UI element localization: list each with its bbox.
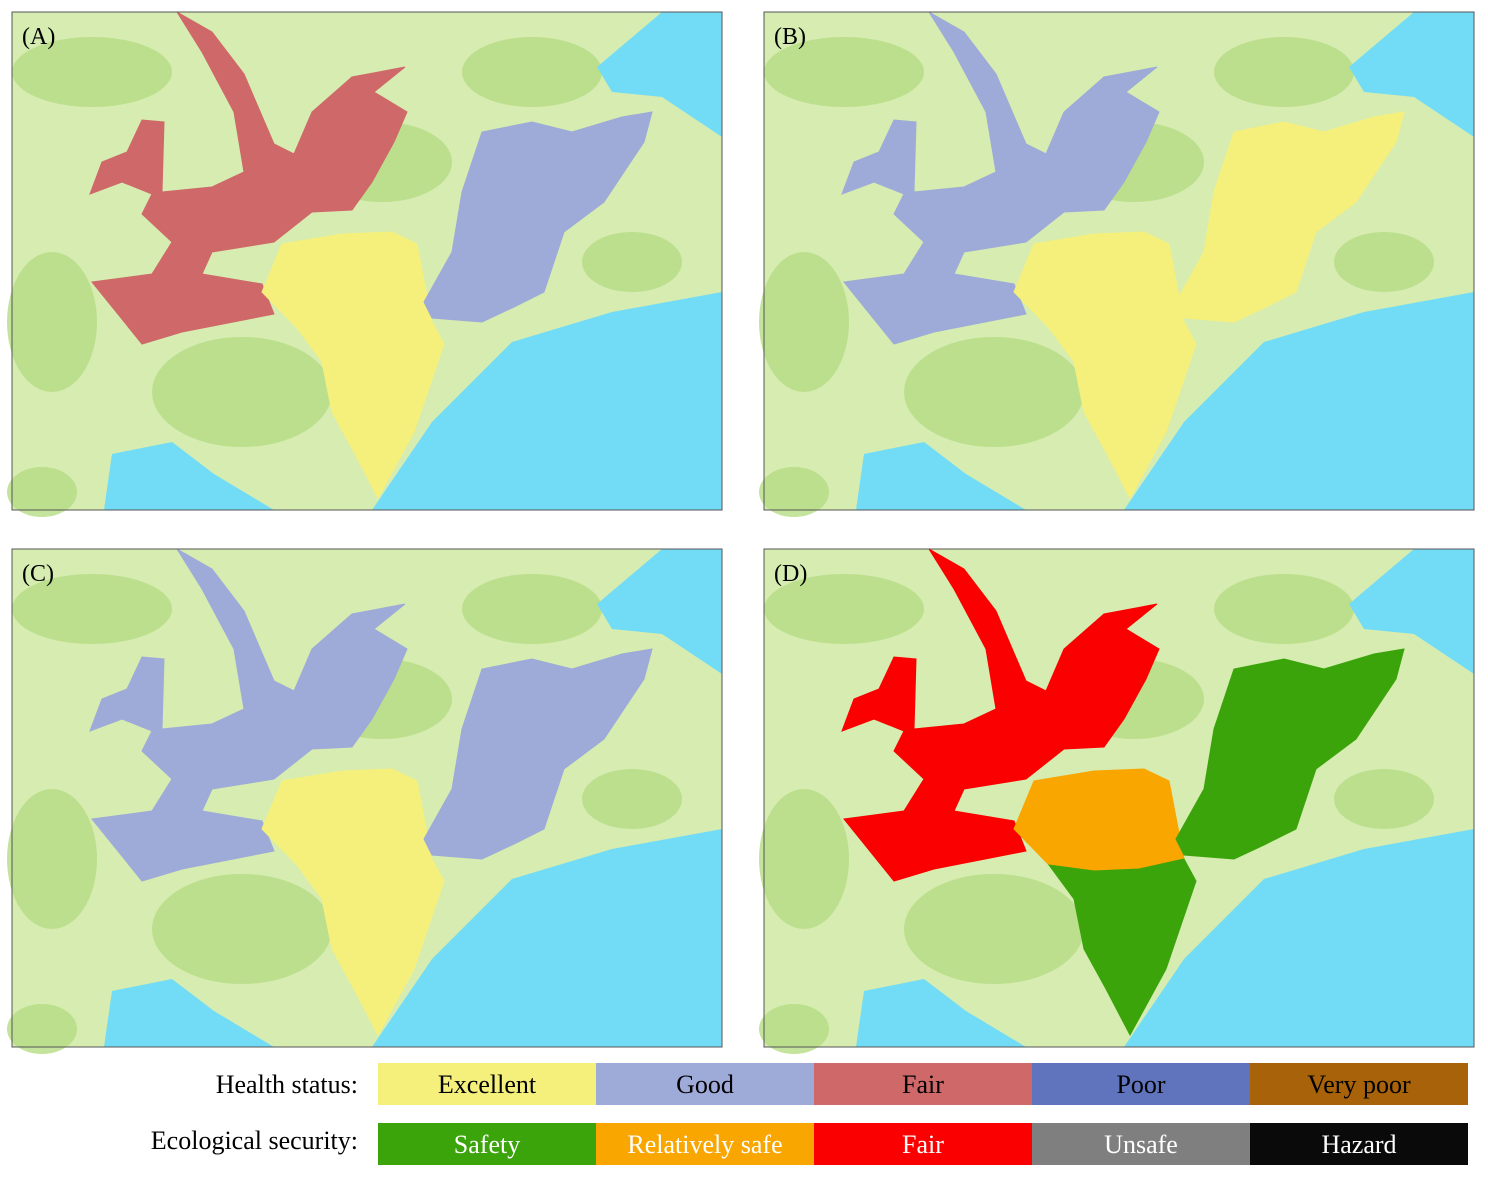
hill [764,37,924,107]
region [841,548,1160,882]
hill [1214,574,1354,644]
hill [7,252,97,392]
legend-label: Poor [1116,1070,1165,1099]
sea [104,442,274,510]
frame [11,11,723,511]
sea [856,442,1026,510]
legend-label: Relatively safe [627,1130,782,1159]
hill [7,467,77,517]
hill [582,232,682,292]
region [89,11,408,345]
hill [764,574,924,644]
hill [759,1004,829,1054]
region [1047,858,1197,1037]
hill [152,874,332,984]
region [423,648,653,860]
sea [602,422,644,457]
hill [12,574,172,644]
frame [763,548,1475,1048]
hill [12,37,172,107]
legend-label: Good [676,1070,734,1099]
hill [7,789,97,929]
legend-label: Excellent [438,1070,537,1099]
legend-swatch [378,1063,596,1105]
hill [582,769,682,829]
sea [602,959,644,994]
hill [462,574,602,644]
hill [759,252,849,392]
legend-swatch [1032,1063,1250,1105]
sea [856,979,1026,1047]
region [295,858,445,1037]
map-panel: (D) [759,548,1475,1054]
map-panel: (B) [759,11,1475,517]
legend-swatch [814,1123,1032,1165]
legend-swatch [1250,1063,1468,1105]
region [261,768,433,872]
frame [763,11,1475,511]
legend-title: Health status: [216,1070,358,1099]
panel-label: (C) [22,561,54,587]
legend-title: Ecological security: [151,1126,358,1155]
legend-label: Safety [454,1130,520,1159]
legend-swatch [814,1063,1032,1105]
region [261,231,433,335]
legend-swatch [378,1123,596,1165]
legend-label: Unsafe [1104,1130,1178,1159]
region [1047,321,1197,500]
region [1175,648,1405,860]
region [295,321,445,500]
legend-swatch [1250,1123,1468,1165]
legend-swatch [596,1123,814,1165]
map-panel: (C) [7,548,723,1054]
frame [11,548,723,1048]
sea [1349,549,1474,674]
legend-label: Fair [902,1130,944,1159]
hill [1334,769,1434,829]
legend-swatch [1032,1123,1250,1165]
hill [1214,37,1354,107]
sea [597,549,722,674]
legend-label: Very poor [1307,1070,1411,1099]
hill [1334,232,1434,292]
panel-label: (B) [774,24,806,50]
region [89,548,408,882]
sea [1349,12,1474,137]
panel-label: (A) [22,24,55,50]
sea [1124,292,1474,510]
panel-label: (D) [774,561,807,587]
region [1013,768,1185,872]
region [1013,231,1185,335]
hill [759,467,829,517]
sea [1354,422,1396,457]
map-panel: (A) [7,11,723,517]
sea [1354,959,1396,994]
legend-swatch [596,1063,814,1105]
hill [7,1004,77,1054]
region [841,11,1160,345]
region [423,111,653,323]
sea [372,292,722,510]
sea [372,829,722,1047]
hill [152,337,332,447]
region [1175,111,1405,323]
hill [462,37,602,107]
legend-label: Hazard [1321,1130,1396,1159]
hill [904,337,1084,447]
hill [759,789,849,929]
legend-label: Fair [902,1070,944,1099]
sea [597,12,722,137]
sea [104,979,274,1047]
hill [904,874,1084,984]
sea [1124,829,1474,1047]
